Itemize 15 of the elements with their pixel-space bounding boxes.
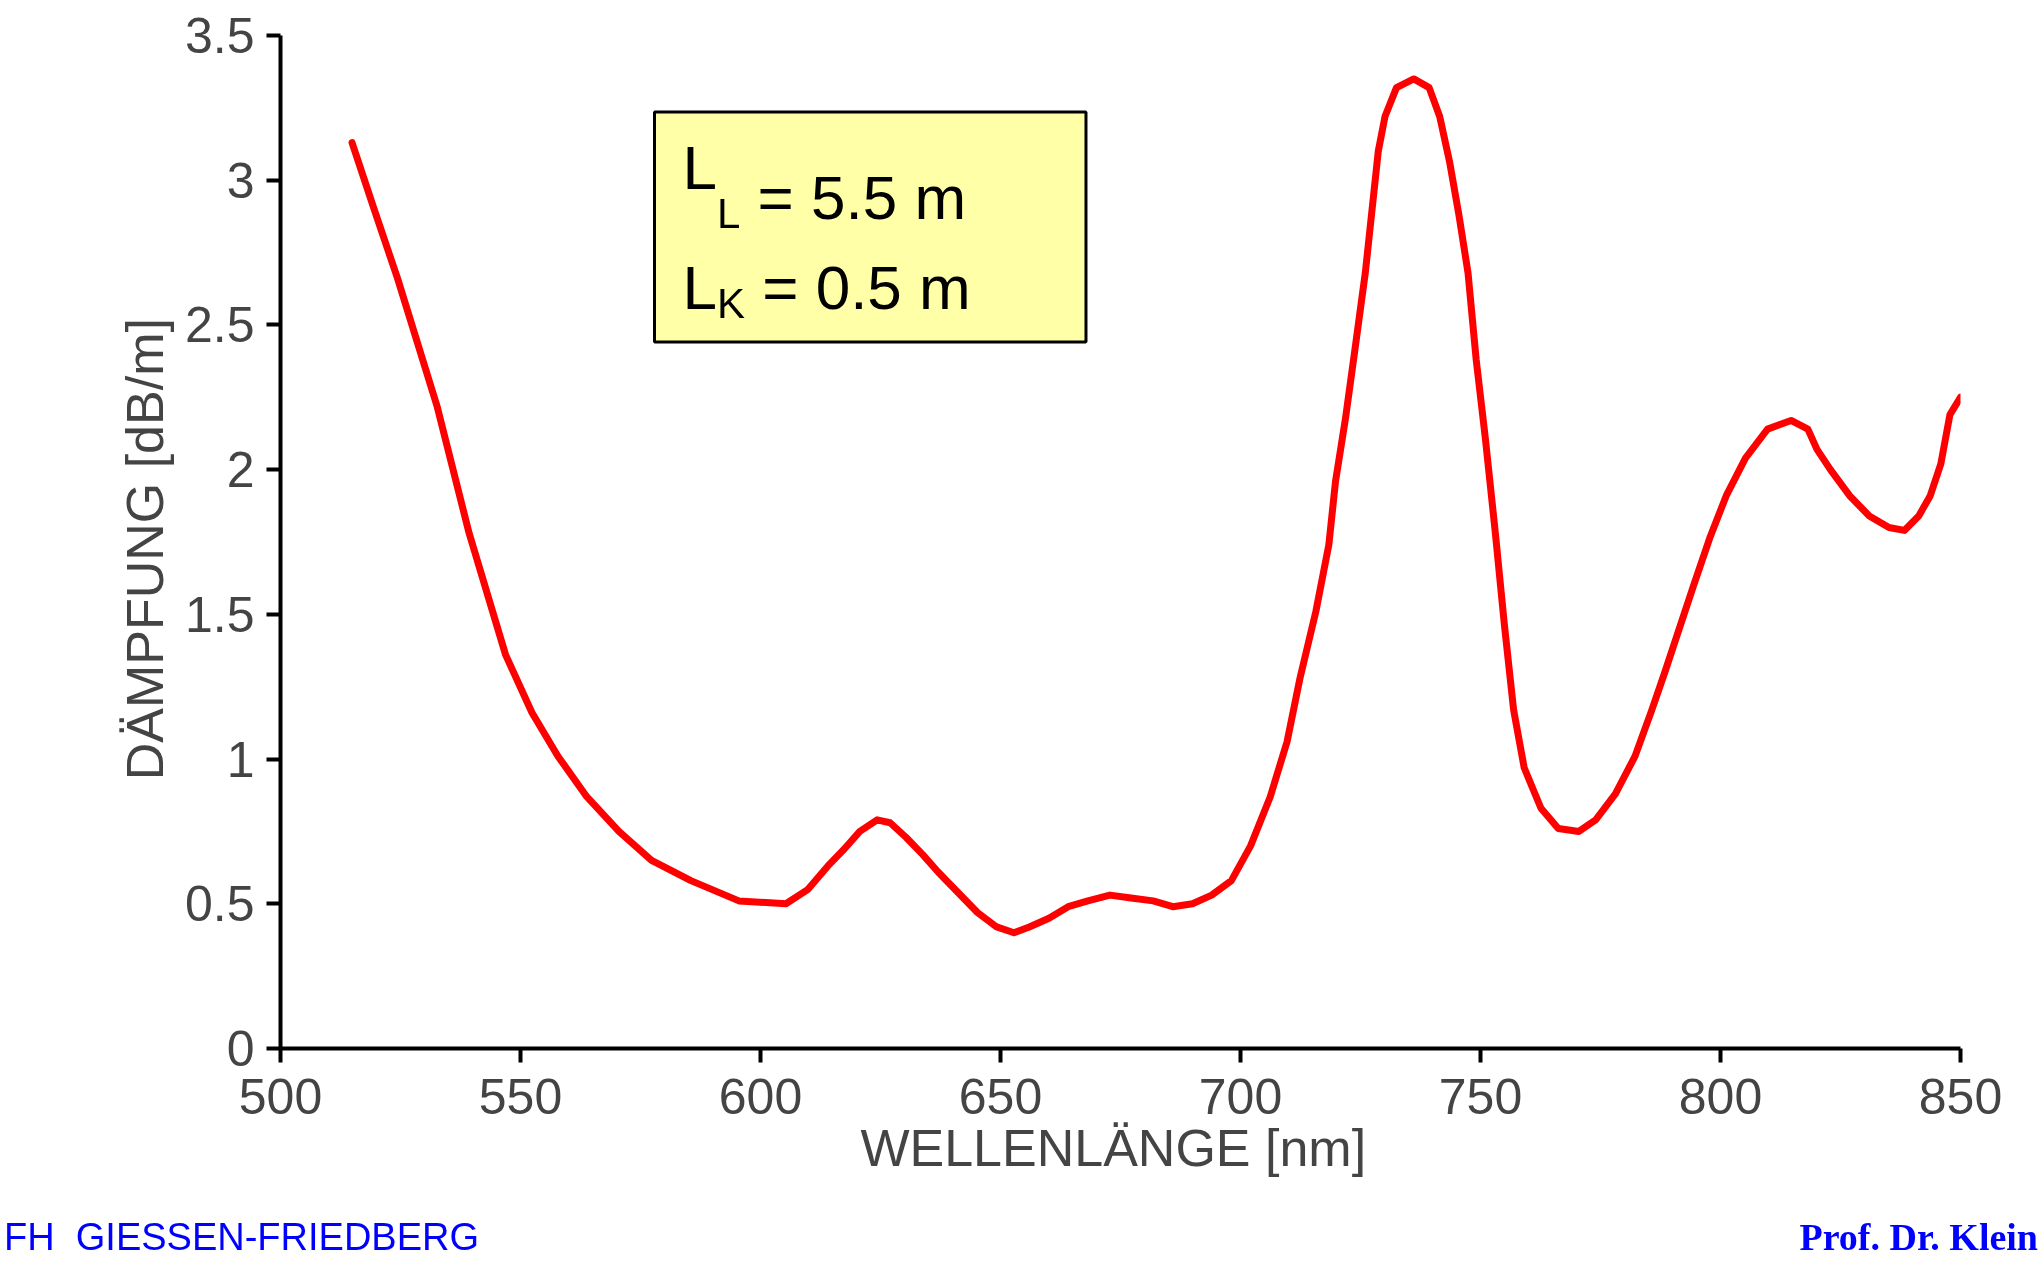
y-tick-label: 1.5 bbox=[184, 586, 255, 643]
y-tick-label: 0.5 bbox=[184, 876, 255, 933]
y-tick-label: 2.5 bbox=[184, 297, 255, 354]
x-tick-label: 750 bbox=[1438, 1068, 1523, 1125]
x-tick-label: 800 bbox=[1678, 1068, 1763, 1125]
y-axis-title: DÄMPFUNG [dB/m] bbox=[115, 318, 174, 781]
x-tick-label: 600 bbox=[718, 1068, 803, 1125]
x-tick-label: 850 bbox=[1918, 1068, 2003, 1125]
text: Prof. Dr. Klein bbox=[1799, 1215, 2038, 1260]
y-tick-label: 1 bbox=[226, 731, 255, 788]
y-tick-label: 3 bbox=[226, 152, 255, 209]
x-tick-label: 550 bbox=[478, 1068, 563, 1125]
text: FH GIESSEN-FRIEDBERG bbox=[4, 1215, 480, 1260]
y-tick-label: 3.5 bbox=[184, 8, 255, 64]
y-tick-label: 2 bbox=[226, 442, 255, 499]
